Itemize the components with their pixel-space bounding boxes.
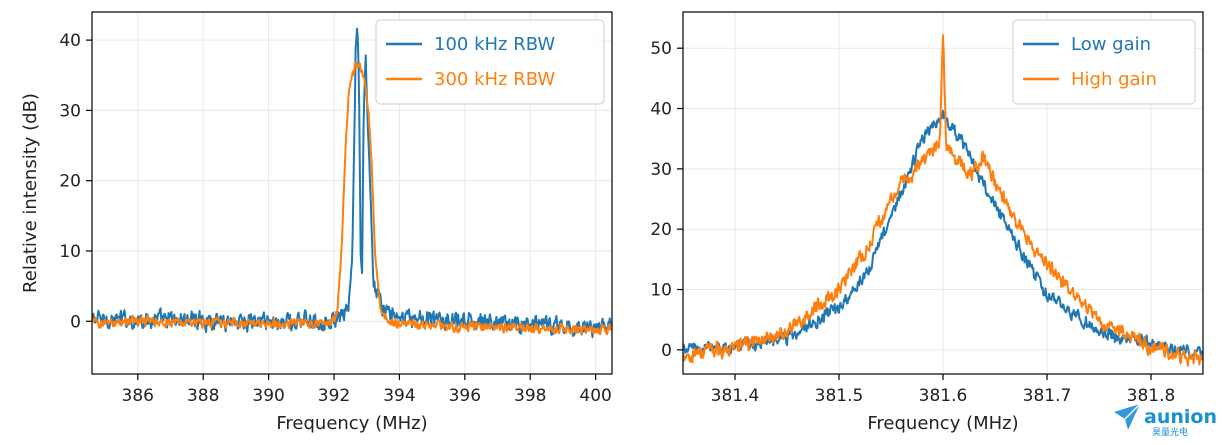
x-tick-label: 381.4	[711, 386, 760, 406]
x-tick-label: 400	[579, 386, 611, 406]
watermark-logo: aunion 昊量光电	[1114, 403, 1217, 438]
legend-box	[1012, 19, 1196, 105]
legend-label-1: 100 kHz RBW	[434, 34, 555, 55]
x-tick-label: 392	[318, 386, 350, 406]
x-tick-label: 381.5	[815, 386, 864, 406]
x-tick-label: 390	[252, 386, 284, 406]
legend-label-2: High gain	[1071, 69, 1157, 90]
left-chart: 386 388 390 392 394 396 398 400 0 10 20 30 40 Frequen…	[20, 11, 613, 434]
x-tick-label: 381.8	[1127, 386, 1176, 406]
y-tick-label: 20	[650, 220, 672, 240]
watermark-brand: aunion	[1144, 406, 1217, 428]
x-axis-label: Frequency (MHz)	[867, 413, 1018, 434]
x-tick-label: 394	[383, 386, 415, 406]
right-chart: 381.4 381.5 381.6 381.7 381.8 0 10 20 30 40 50 Freq…	[650, 11, 1204, 434]
x-tick-label: 396	[449, 386, 481, 406]
y-tick-label: 0	[661, 341, 672, 361]
watermark-sub: 昊量光电	[1152, 426, 1188, 438]
plot-frame	[91, 11, 613, 375]
x-tick-label: 381.6	[919, 386, 968, 406]
x-axis-label: Frequency (MHz)	[276, 413, 427, 434]
legend-label-1: Low gain	[1071, 34, 1151, 55]
x-tick-label: 398	[514, 386, 546, 406]
x-tick-label: 381.7	[1023, 386, 1072, 406]
series-line-1	[683, 109, 1203, 361]
legend: 100 kHz RBW 300 kHz RBW	[375, 19, 605, 105]
x-tick-label: 388	[187, 386, 219, 406]
y-tick-label: 10	[59, 242, 81, 262]
series-line-2	[683, 34, 1203, 367]
y-tick-label: 10	[650, 281, 672, 301]
legend-label-2: 300 kHz RBW	[434, 69, 555, 90]
y-tick-label: 40	[59, 31, 81, 51]
y-tick-label: 40	[650, 100, 672, 120]
y-tick-label: 30	[59, 101, 81, 121]
legend: Low gain High gain	[1012, 19, 1196, 105]
legend-box	[375, 19, 605, 105]
x-tick-label: 386	[122, 386, 154, 406]
y-tick-label: 30	[650, 160, 672, 180]
y-tick-label: 20	[59, 172, 81, 192]
y-tick-label: 50	[650, 39, 672, 59]
series-line-2	[92, 61, 612, 336]
y-tick-label: 0	[70, 312, 81, 332]
y-axis-label: Relative intensity (dB)	[20, 93, 41, 293]
